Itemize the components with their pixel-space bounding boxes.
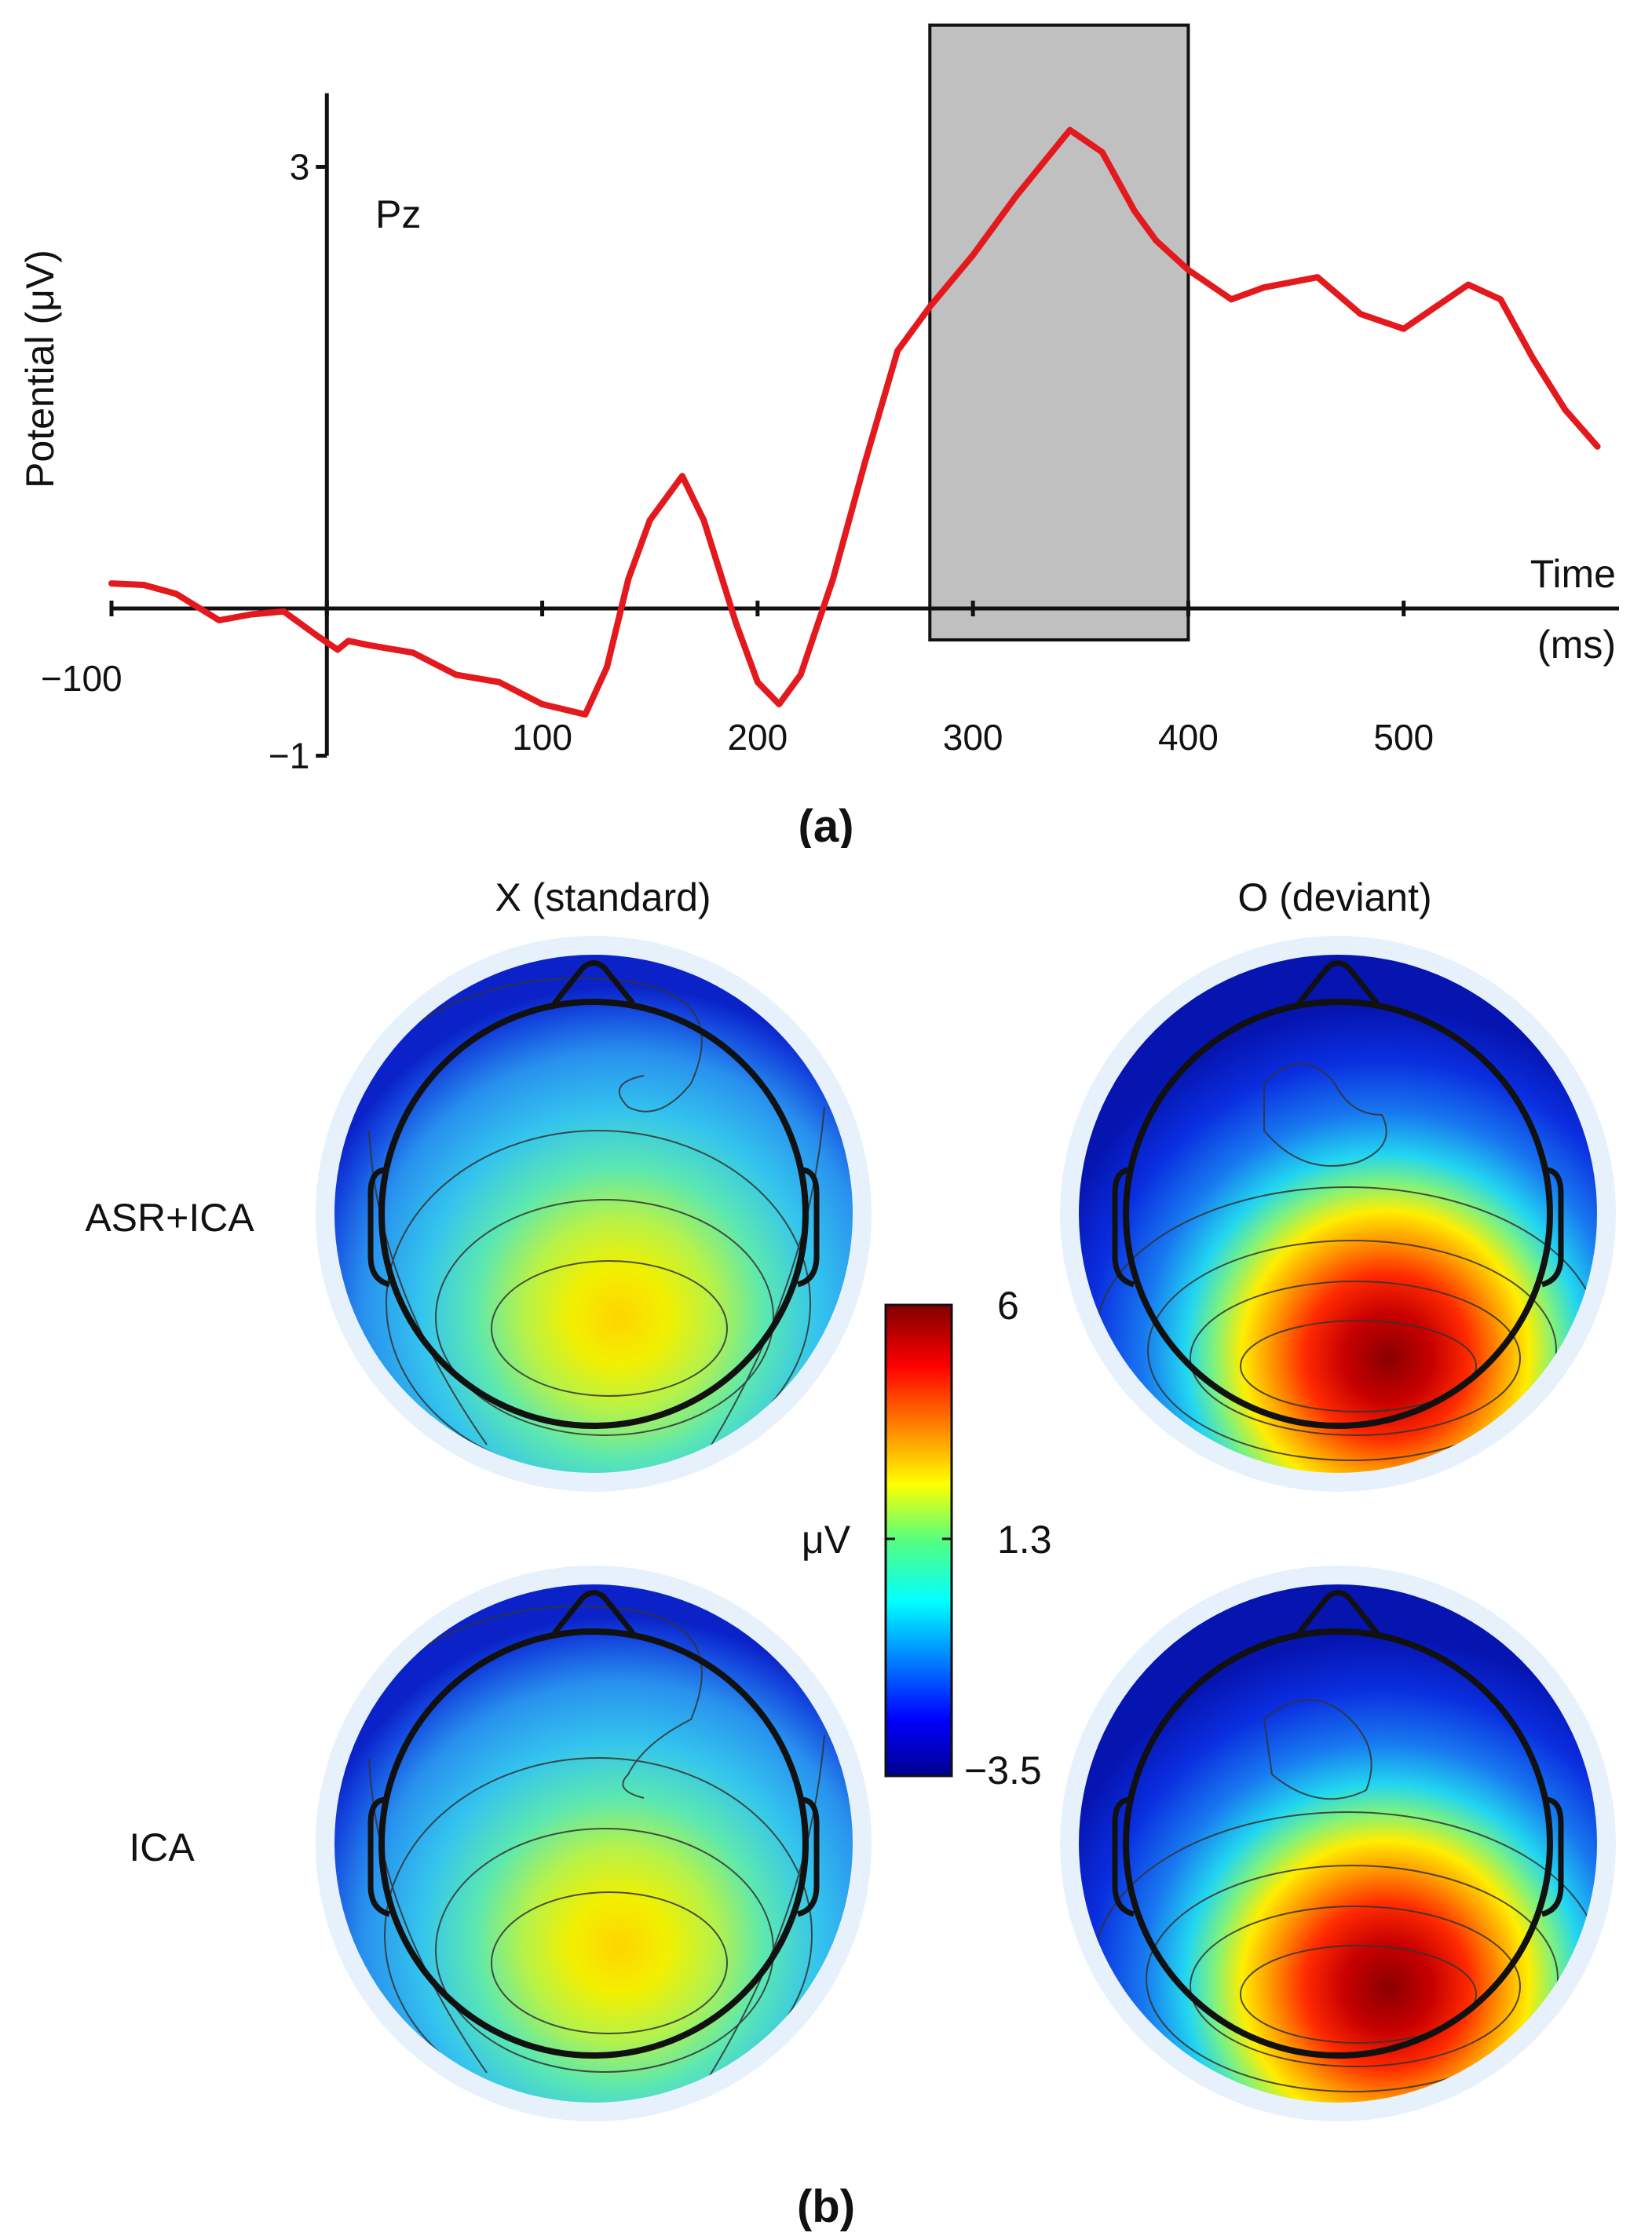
x-axis-title-unit: (ms) <box>1537 623 1616 667</box>
pz-waveform-line <box>108 126 1601 718</box>
colorbar-tick-max: 6 <box>997 1284 1019 1328</box>
y-axis-title: Potential (μV) <box>18 250 62 488</box>
x-tick-label: −100 <box>41 658 122 699</box>
colorbar-tick-mid: 1.3 <box>997 1518 1052 1562</box>
topomap-ica-standard <box>316 1566 872 2121</box>
y-tick-label: 3 <box>290 147 310 188</box>
x-tick-label: 300 <box>943 717 1003 758</box>
time-window-highlight <box>928 24 1190 641</box>
colorbar-unit-label: μV <box>802 1518 851 1562</box>
panel-label-a: (a) <box>799 801 854 848</box>
x-tick-label: 400 <box>1158 717 1219 758</box>
x-axis-title-time: Time <box>1530 552 1616 596</box>
topomap-asr-ica-standard <box>316 936 872 1492</box>
x-tick-label: 200 <box>727 717 788 758</box>
column-title-deviant: O (deviant) <box>1237 875 1431 919</box>
y-ticks: 3 −1 <box>269 147 327 777</box>
row-label-asr-ica: ASR+ICA <box>85 1196 254 1240</box>
panel-label-b: (b) <box>797 2181 855 2232</box>
erp-chart: −100 100 200 300 400 500 3 −1 Pz Potential (μV… <box>18 24 1619 848</box>
channel-label: Pz <box>375 192 421 236</box>
column-title-standard: X (standard) <box>495 875 711 919</box>
x-ticks: −100 100 200 300 400 500 <box>41 601 1434 758</box>
colorbar-tick-min: −3.5 <box>964 1749 1042 1792</box>
topomap-panel: X (standard) O (deviant) ASR+ICA ICA <box>85 875 1616 2232</box>
row-label-ica: ICA <box>129 1825 195 1869</box>
x-tick-label: 500 <box>1373 717 1434 758</box>
x-tick-label: 100 <box>512 717 572 758</box>
colorbar: 6 1.3 −3.5 μV <box>802 1284 1052 1792</box>
topomap-asr-ica-deviant <box>1060 936 1616 1492</box>
topomap-ica-deviant <box>1060 1566 1616 2121</box>
y-tick-label: −1 <box>269 736 309 777</box>
